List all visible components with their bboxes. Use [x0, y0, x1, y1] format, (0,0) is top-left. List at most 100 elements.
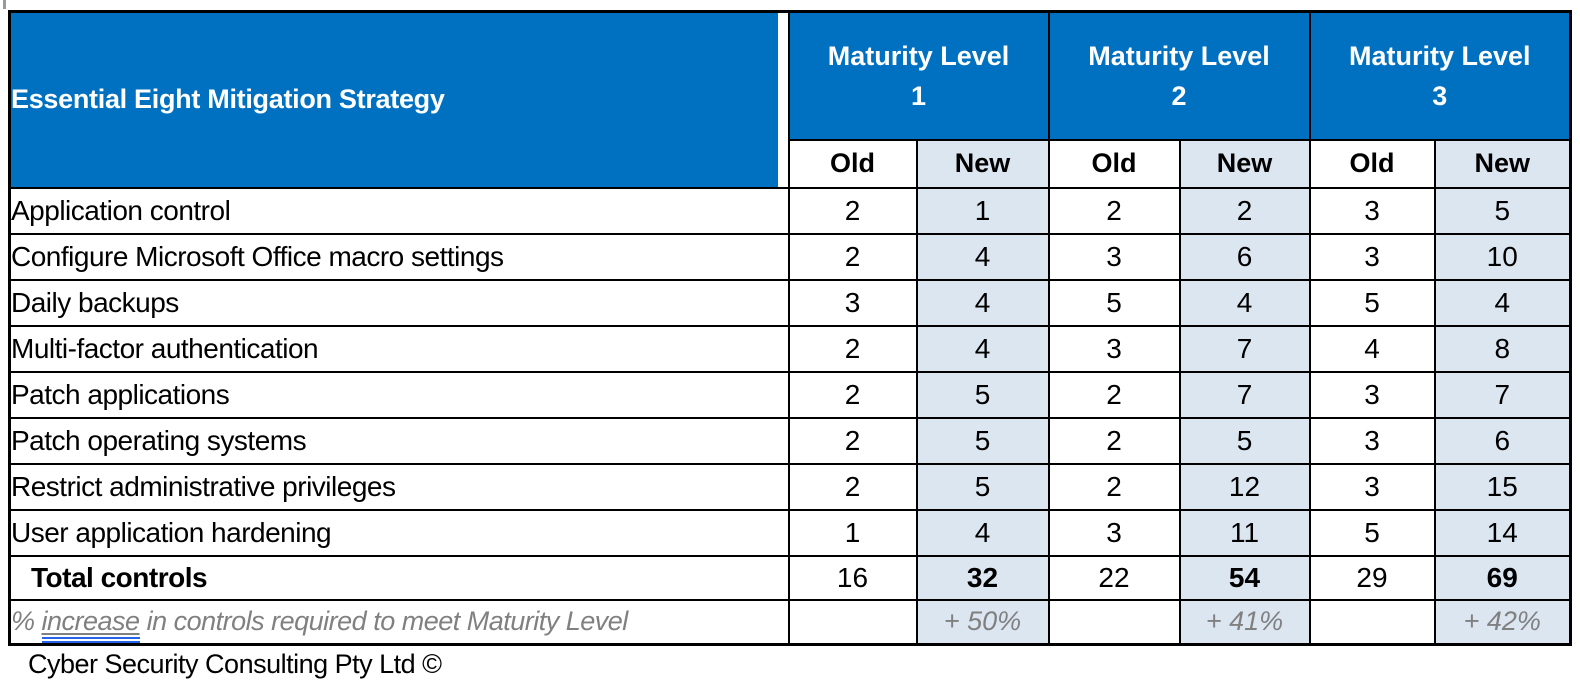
- table-row: Daily backups 3 4 5 4 5 4: [8, 278, 1572, 327]
- strategy-label: Application control: [8, 186, 790, 235]
- maturity-level-1-number: 1: [910, 80, 927, 111]
- table-row: User application hardening 1 4 3 11 5 14: [8, 508, 1572, 557]
- ml2-old-value: 2: [1047, 462, 1181, 511]
- strategy-header-label: Essential Eight Mitigation Strategy: [11, 84, 445, 115]
- ml3-new-value: 5: [1433, 186, 1572, 235]
- ml1-old-header: Old: [787, 138, 918, 189]
- ml2-old-value: 3: [1047, 508, 1181, 557]
- maturity-level-1-header: Maturity Level 1: [787, 10, 1050, 141]
- ml1-old-value: 2: [787, 186, 918, 235]
- table-row: Application control 2 1 2 2 3 5: [8, 186, 1572, 235]
- ml1-old-value: 2: [787, 232, 918, 281]
- ml1-new-header: New: [915, 138, 1050, 189]
- strategy-label: Patch operating systems: [8, 416, 790, 465]
- copyright-caption: Cyber Security Consulting Pty Ltd ©: [28, 649, 442, 679]
- grammar-underlined-word: increase: [41, 606, 140, 643]
- percent-increase-label: % increase in controls required to meet …: [8, 598, 790, 646]
- ml1-new-value: 4: [915, 324, 1050, 373]
- ml3-new-header: New: [1433, 138, 1572, 189]
- ml2-new-value: 11: [1178, 508, 1311, 557]
- ml2-old-header: Old: [1047, 138, 1181, 189]
- strategy-label: Multi-factor authentication: [8, 324, 790, 373]
- maturity-level-2-number: 2: [1171, 80, 1187, 111]
- ml2-new-total: 54: [1178, 554, 1311, 601]
- ml3-old-value: 3: [1308, 462, 1436, 511]
- ml2-new-percent: + 41%: [1178, 598, 1311, 646]
- header-row-levels: Essential Eight Mitigation Strategy Matu…: [8, 10, 1572, 189]
- maturity-level-2-header: Maturity Level 2: [1047, 10, 1311, 141]
- header-row-old-new: Old New Old New Old New: [10, 138, 1572, 189]
- percent-increase-row: % increase in controls required to meet …: [8, 598, 1572, 646]
- ml3-new-value: 8: [1433, 324, 1572, 373]
- ml3-new-percent: + 42%: [1433, 598, 1572, 646]
- strategy-label: Daily backups: [8, 278, 790, 327]
- strategy-header-cell: Essential Eight Mitigation Strategy: [8, 10, 790, 189]
- ml1-old-value: 2: [787, 416, 918, 465]
- ml3-new-value: 14: [1433, 508, 1572, 557]
- maturity-level-3-header: Maturity Level 3: [1308, 10, 1572, 141]
- ml3-old-percent: [1308, 598, 1436, 646]
- ml2-old-value: 3: [1047, 232, 1181, 281]
- ml2-old-value: 2: [1047, 186, 1181, 235]
- ml1-new-value: 5: [915, 416, 1050, 465]
- ml1-old-value: 3: [787, 278, 918, 327]
- ml2-old-value: 2: [1047, 370, 1181, 419]
- total-row: Total controls 16 32 22 54 29 69: [8, 554, 1572, 601]
- ml2-new-header: New: [1178, 138, 1311, 189]
- ml2-old-value: 5: [1047, 278, 1181, 327]
- ml3-new-value: 7: [1433, 370, 1572, 419]
- ml3-old-value: 4: [1308, 324, 1436, 373]
- ml1-new-value: 1: [915, 186, 1050, 235]
- ml3-old-value: 3: [1308, 370, 1436, 419]
- ml1-old-value: 2: [787, 370, 918, 419]
- ml2-new-value: 5: [1178, 416, 1311, 465]
- maturity-level-1-title: Maturity Level: [827, 40, 1010, 71]
- ml3-new-value: 15: [1433, 462, 1572, 511]
- ml1-old-value: 2: [787, 324, 918, 373]
- ml3-old-value: 3: [1308, 232, 1436, 281]
- ml3-old-value: 3: [1308, 186, 1436, 235]
- ml2-new-value: 7: [1178, 324, 1311, 373]
- ml2-new-value: 12: [1178, 462, 1311, 511]
- ml1-new-value: 5: [915, 370, 1050, 419]
- table-row: Multi-factor authentication 2 4 3 7 4 8: [8, 324, 1572, 373]
- table-row: Restrict administrative privileges 2 5 2…: [8, 462, 1572, 511]
- table-row: Configure Microsoft Office macro setting…: [8, 232, 1572, 281]
- ml1-new-percent: + 50%: [915, 598, 1050, 646]
- ml1-new-value: 4: [915, 278, 1050, 327]
- strategy-label: Restrict administrative privileges: [8, 462, 790, 511]
- ml3-new-value: 10: [1433, 232, 1572, 281]
- ml2-new-value: 2: [1178, 186, 1311, 235]
- ml3-new-total: 69: [1433, 554, 1572, 601]
- ml2-new-value: 4: [1178, 278, 1311, 327]
- strategy-label: User application hardening: [8, 508, 790, 557]
- ml1-new-total: 32: [915, 554, 1050, 601]
- ml3-old-header: Old: [1308, 138, 1436, 189]
- essential-eight-table: Essential Eight Mitigation Strategy Matu…: [8, 10, 1572, 646]
- ml1-new-value: 4: [915, 232, 1050, 281]
- maturity-level-3-number: 3: [1432, 80, 1448, 111]
- cursor-artifact: [3, 0, 6, 9]
- ml1-new-value: 4: [915, 508, 1050, 557]
- table-row: Patch applications 2 5 2 7 3 7: [8, 370, 1572, 419]
- ml3-new-value: 4: [1433, 278, 1572, 327]
- ml3-new-value: 6: [1433, 416, 1572, 465]
- ml1-old-total: 16: [787, 554, 918, 601]
- ml2-new-value: 7: [1178, 370, 1311, 419]
- ml3-old-total: 29: [1308, 554, 1436, 601]
- ml3-old-value: 5: [1308, 508, 1436, 557]
- ml1-new-value: 5: [915, 462, 1050, 511]
- maturity-level-3-title: Maturity Level: [1348, 40, 1531, 71]
- table-row: Patch operating systems 2 5 2 5 3 6: [8, 416, 1572, 465]
- percent-suffix: in controls required to meet Maturity Le…: [139, 606, 629, 637]
- ml1-old-value: 2: [787, 462, 918, 511]
- ml2-old-total: 22: [1047, 554, 1181, 601]
- total-label: Total controls: [8, 554, 790, 601]
- ml2-old-value: 2: [1047, 416, 1181, 465]
- ml2-new-value: 6: [1178, 232, 1311, 281]
- ml1-old-value: 1: [787, 508, 918, 557]
- ml2-old-percent: [1047, 598, 1181, 646]
- ml3-old-value: 5: [1308, 278, 1436, 327]
- ml2-old-value: 3: [1047, 324, 1181, 373]
